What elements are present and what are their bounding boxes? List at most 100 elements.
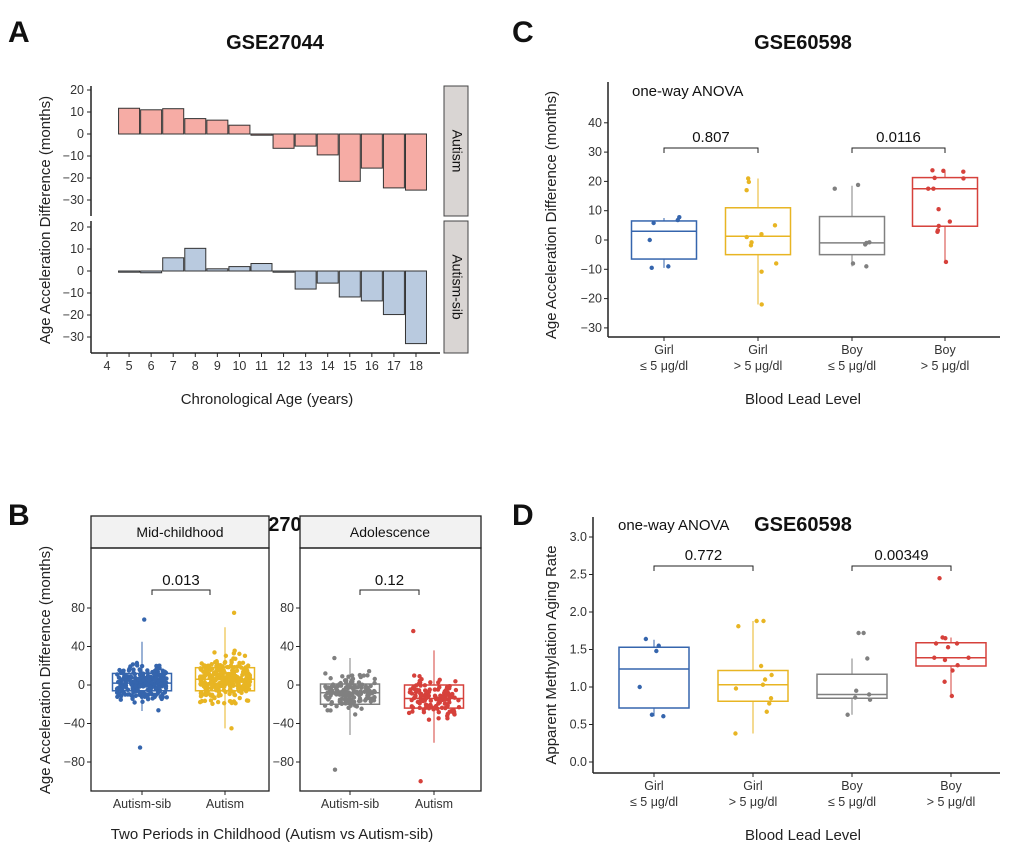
bar-autism-age-15 <box>338 133 361 182</box>
box-girl-0-point <box>654 648 659 654</box>
x-tick-label: 6 <box>148 359 155 373</box>
box-mid-childhood-autism-point <box>214 667 220 672</box>
bar-autism-age-8 <box>184 118 207 135</box>
box-boy-2-point <box>864 264 869 269</box>
x-tick-label: Boy <box>841 343 863 357</box>
box-boy-3-point <box>931 186 936 191</box>
box-adolescence-autism-sib-point <box>358 674 363 680</box>
box-mid-childhood-autism-point <box>208 679 214 685</box>
box-adolescence-autism-sib-point <box>341 687 347 692</box>
y-tick-label: 40 <box>71 640 85 654</box>
bar-autism-sib-age-12 <box>272 270 295 273</box>
box-adolescence-autism-point <box>422 683 428 688</box>
box-boy-3-point <box>942 657 948 663</box>
box-adolescence-autism-sib-point <box>324 686 329 691</box>
box-boy-2-point <box>856 630 861 636</box>
box-mid-childhood-autism-sib-point <box>148 684 153 690</box>
box-mid-childhood-autism-sib-point <box>131 670 136 675</box>
box-adolescence-autism-point <box>456 705 462 710</box>
box-boy-3-point <box>937 576 942 581</box>
box-adolescence-autism-point <box>413 683 419 688</box>
box-girl-1-point <box>754 618 759 624</box>
box-boy-2-point <box>854 688 859 693</box>
p-value-label: 0.00349 <box>874 547 928 564</box>
box-adolescence-autism-point <box>436 701 441 706</box>
box-mid-childhood-autism-point <box>246 679 252 684</box>
bar-autism-sib-age-17 <box>382 270 405 316</box>
x-tick-label: 11 <box>255 359 268 373</box>
box-mid-childhood-autism-sib-point <box>120 669 126 674</box>
box-boy-3-point <box>942 679 947 684</box>
panel-letter-d: D <box>512 499 534 532</box>
x-tick-label: 9 <box>214 359 221 373</box>
box-girl-1-point <box>761 618 766 624</box>
box-boy-3-point <box>954 641 960 646</box>
box-mid-childhood-autism-sib-point <box>145 683 150 688</box>
box-mid-childhood-autism-point <box>210 701 215 706</box>
box-adolescence-autism-point <box>445 713 450 719</box>
y-tick-label: 1.0 <box>570 680 587 694</box>
box-adolescence-autism-point <box>420 698 426 704</box>
box-boy-3-point <box>935 229 940 234</box>
box-adolescence-autism-point <box>453 679 458 684</box>
box-mid-childhood-autism-sib-point <box>139 690 144 695</box>
box-adolescence-autism-point <box>456 698 461 703</box>
box-adolescence-autism-sib-point <box>372 680 377 686</box>
box-girl-1-point <box>744 234 749 240</box>
bar-autism-sib-age-11 <box>250 263 273 272</box>
y-tick-label: −80 <box>64 755 85 769</box>
box-mid-childhood-autism-sib-point <box>163 680 168 685</box>
box-adolescence-autism-sib-point <box>356 680 362 685</box>
bar-autism-age-12 <box>272 133 295 149</box>
box-mid-childhood-autism-sib-point <box>152 694 157 700</box>
box-girl-1-point <box>762 677 768 682</box>
box-mid-childhood-autism-point <box>215 684 220 689</box>
box-mid-childhood-autism-sib-point <box>153 686 158 692</box>
box-boy-3-point <box>950 668 955 673</box>
box-mid-childhood-autism-sib-point <box>125 692 131 697</box>
box-girl-0-box <box>618 646 690 709</box>
box-mid-childhood-autism-sib-point <box>118 687 123 693</box>
y-tick-label: −20 <box>581 292 602 306</box>
box-mid-childhood-autism-sib-point <box>128 680 134 685</box>
box-adolescence-autism-point <box>413 694 418 699</box>
box-adolescence-autism-point <box>446 684 451 689</box>
box-mid-childhood-autism-sib-point <box>114 686 120 692</box>
y-tick-label: 80 <box>71 601 85 615</box>
box-mid-childhood-autism-point <box>215 676 220 681</box>
box-mid-childhood-autism-sib-point <box>128 664 133 669</box>
box-adolescence-autism-sib-point <box>329 700 335 705</box>
box-mid-childhood-autism-point <box>234 668 240 673</box>
box-boy-3-point <box>966 655 971 660</box>
box-adolescence-autism-sib-point <box>328 676 333 681</box>
bar-autism-sib-age-8 <box>184 247 207 272</box>
x-tick-label: > 5 μg/dl <box>921 359 970 373</box>
x-tick-label: Girl <box>654 343 673 357</box>
facet-strip-label-mid-childhood: Mid-childhood <box>136 524 223 540</box>
box-boy-3-point <box>932 175 937 181</box>
box-mid-childhood-autism-sib-point <box>115 672 120 677</box>
box-mid-childhood-autism-point <box>236 676 242 681</box>
x-tick-label: Boy <box>940 779 962 793</box>
box-adolescence-autism-sib-point <box>343 696 348 702</box>
box-mid-childhood-autism-point <box>222 659 228 665</box>
y-tick-label: 40 <box>588 116 602 130</box>
box-adolescence-autism-point <box>411 628 416 634</box>
y-tick-label: 80 <box>280 601 294 615</box>
y-tick-label: 1.5 <box>570 643 587 657</box>
bar-autism-age-11 <box>250 133 273 136</box>
y-tick-label: 20 <box>70 220 84 234</box>
p-value-label: 0.807 <box>692 129 730 146</box>
x-tick-label: Autism <box>415 797 453 811</box>
box-adolescence-autism-point <box>410 705 416 710</box>
x-tick-label: Boy <box>934 343 956 357</box>
box-girl-1-point <box>748 243 754 248</box>
box-boy-3-point <box>947 219 953 224</box>
y-tick-label: 20 <box>588 174 602 188</box>
box-adolescence-autism-point <box>437 677 442 682</box>
y-tick-label: 3.0 <box>570 530 587 544</box>
box-mid-childhood-autism-point <box>233 656 238 661</box>
box-mid-childhood-autism-point <box>214 661 220 666</box>
box-mid-childhood-autism-sib-point <box>145 697 151 702</box>
